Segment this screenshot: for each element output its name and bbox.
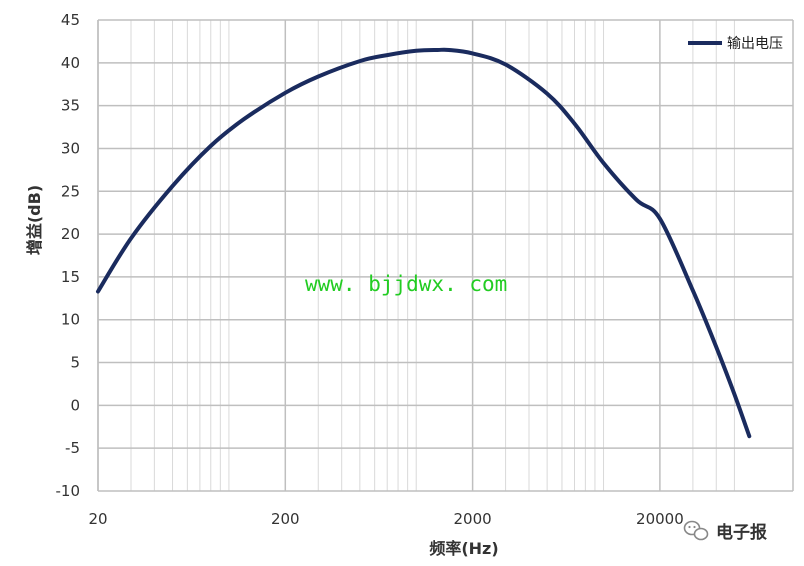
y-tick-label: -10 <box>56 482 81 500</box>
watermark-text: www. bjjdwx. com <box>305 272 507 296</box>
y-tick-label: 15 <box>61 268 80 286</box>
x-tick-label: 200 <box>271 510 300 528</box>
y-tick-label: 20 <box>61 225 80 243</box>
y-axis-title: 增益(dB) <box>25 185 44 255</box>
y-axis-tick-labels: -10 -5 0 5 10 15 20 25 30 35 40 45 <box>56 11 81 500</box>
y-tick-label: -5 <box>65 439 80 457</box>
y-tick-label: 40 <box>61 54 80 72</box>
y-tick-label: 5 <box>70 354 80 372</box>
brand-name: 电子报 <box>716 522 767 543</box>
x-tick-label: 2000 <box>454 510 492 528</box>
brand-badge: 电子报 <box>683 520 767 543</box>
x-axis-tick-labels: 20 200 2000 20000 <box>88 510 683 528</box>
y-tick-label: 45 <box>61 11 80 29</box>
y-tick-label: 35 <box>61 97 80 115</box>
major-gridlines <box>97 19 794 492</box>
minor-gridlines <box>130 20 735 491</box>
y-tick-label: 10 <box>61 311 80 329</box>
x-tick-label: 20 <box>88 510 107 528</box>
x-axis-title: 频率(Hz) <box>429 539 498 558</box>
legend-label: 输出电压 <box>727 36 783 52</box>
series-line-output-voltage <box>96 47 752 439</box>
legend: 输出电压 <box>688 36 783 52</box>
y-tick-label: 25 <box>61 182 80 200</box>
x-tick-label: 20000 <box>636 510 684 528</box>
y-tick-label: 0 <box>70 396 80 414</box>
y-tick-label: 30 <box>61 139 80 157</box>
wechat-icon <box>683 520 709 541</box>
